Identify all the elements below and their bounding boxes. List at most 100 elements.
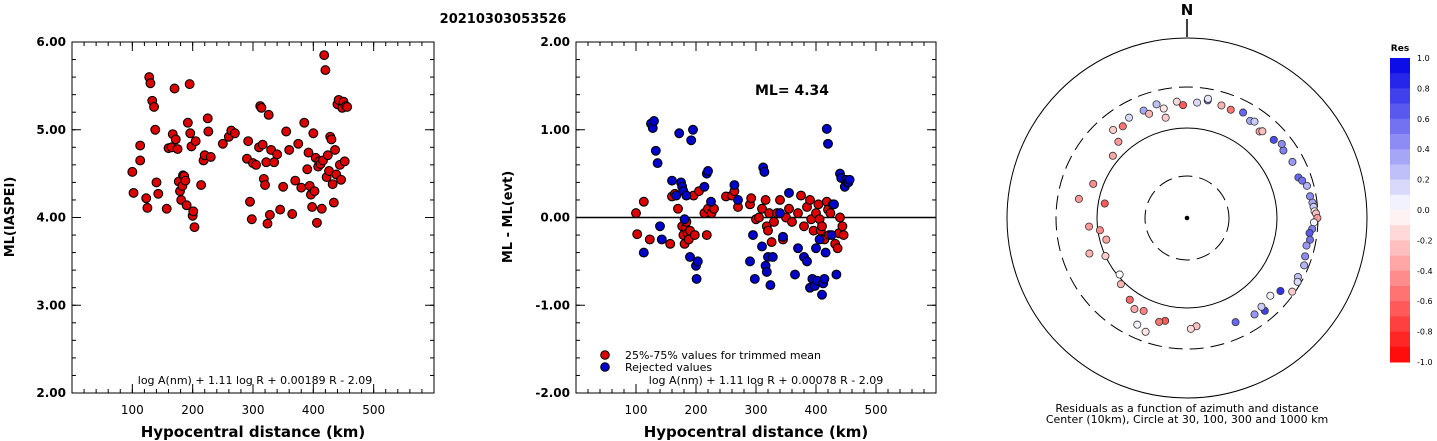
y-axis-label: ML(IASPEI) — [3, 177, 18, 258]
data-point — [336, 174, 347, 185]
data-point — [180, 175, 191, 186]
data-point — [260, 180, 271, 190]
station-residual-point — [1257, 302, 1266, 311]
station-residual-point — [1100, 199, 1109, 208]
x-tick-label: 100 — [625, 403, 648, 417]
data-point — [181, 200, 192, 211]
data-point — [153, 188, 164, 199]
colorbar-cell — [1390, 118, 1410, 135]
data-point — [150, 124, 161, 135]
data-point — [342, 101, 353, 112]
data-point — [799, 221, 809, 232]
data-point — [823, 138, 833, 149]
data-point — [284, 144, 295, 155]
station-residual-point — [1074, 194, 1083, 203]
colorbar-cell — [1390, 331, 1410, 348]
data-point — [169, 83, 180, 94]
data-point — [278, 181, 289, 192]
station-residual-point — [1266, 291, 1275, 300]
data-point — [327, 179, 338, 190]
station-residual-point — [1231, 318, 1240, 327]
colorbar-cell — [1390, 225, 1410, 241]
colorbar-cell — [1390, 73, 1410, 89]
data-point — [303, 147, 314, 158]
station-residual-point — [1155, 317, 1164, 326]
data-point — [184, 79, 195, 90]
data-point — [838, 230, 849, 241]
x-axis-label: Hypocentral distance (km) — [644, 423, 869, 441]
data-point — [825, 208, 836, 219]
station-residual-point — [1217, 101, 1226, 110]
data-point — [128, 187, 139, 198]
x-tick-label: 300 — [745, 403, 768, 417]
data-point — [757, 241, 767, 252]
data-point — [151, 177, 162, 188]
data-point — [793, 208, 803, 219]
x-axis-label: Hypocentral distance (km) — [141, 423, 366, 441]
data-point — [754, 212, 764, 223]
figure-title: 20210303053526 — [440, 12, 567, 27]
station-residual-point — [1239, 108, 1248, 117]
data-point — [299, 117, 310, 128]
data-point — [745, 256, 755, 267]
data-point — [778, 231, 788, 242]
station-residual-point — [1193, 98, 1202, 107]
data-point — [189, 222, 200, 233]
station-residual-point — [1114, 137, 1123, 146]
legend-label-trimmed: 25%-75% values for trimmed mean — [625, 349, 821, 362]
data-point — [748, 230, 758, 241]
station-residual-point — [1186, 324, 1195, 333]
data-point — [290, 175, 301, 186]
data-point — [775, 195, 785, 205]
data-point — [817, 221, 827, 232]
data-point — [681, 190, 692, 201]
data-point — [202, 113, 213, 124]
data-point — [787, 216, 797, 227]
data-point — [692, 256, 703, 267]
colorbar-tick-label: -1.0 — [1417, 358, 1433, 367]
colorbar-cell — [1390, 103, 1410, 120]
station-residual-point — [1204, 94, 1213, 103]
data-point — [257, 139, 268, 150]
colorbar-tick-label: -0.4 — [1417, 267, 1433, 276]
azimuth-residual-plot: N Residuals as a function of azimuth and… — [1006, 1, 1368, 426]
data-point — [272, 149, 283, 160]
data-point — [769, 216, 779, 227]
data-point — [667, 175, 677, 186]
station-residual-point — [1118, 122, 1127, 131]
data-point — [793, 243, 803, 254]
data-point — [145, 78, 156, 89]
station-residual-point — [1288, 287, 1297, 296]
data-point — [763, 225, 773, 236]
data-point — [142, 202, 153, 213]
data-point — [217, 138, 228, 149]
colorbar-tick-label: -0.8 — [1417, 328, 1433, 337]
colorbar-cell — [1390, 240, 1410, 257]
data-point — [319, 50, 330, 61]
data-point — [817, 289, 827, 300]
y-tick-label: 1.00 — [540, 123, 570, 137]
data-point — [263, 109, 274, 120]
data-point — [837, 221, 848, 232]
station-residual-point — [1101, 252, 1110, 261]
data-point — [831, 269, 842, 280]
data-point — [765, 280, 776, 291]
data-point — [679, 214, 690, 225]
y-tick-label: 2.00 — [540, 35, 570, 49]
data-point — [656, 234, 667, 245]
data-point — [703, 166, 713, 176]
data-point — [685, 252, 695, 262]
y-tick-label: 3.00 — [36, 298, 66, 312]
station-residual-point — [1116, 280, 1125, 289]
data-point — [746, 193, 757, 204]
station-residual-point — [1301, 252, 1310, 261]
colorbar-cell — [1390, 164, 1410, 181]
station-residual-point — [1152, 100, 1161, 109]
north-label: N — [1181, 1, 1194, 19]
data-point — [246, 214, 257, 225]
station-residual-point — [1305, 229, 1314, 238]
colorbar-tick-label: 0.8 — [1417, 84, 1430, 93]
magnitude-vs-distance-plot: 2.00 3.00 4.00 5.00 6.00 100 200 300 400 500 log … — [3, 35, 435, 441]
x-tick-label: 200 — [685, 403, 708, 417]
data-point — [759, 166, 770, 177]
